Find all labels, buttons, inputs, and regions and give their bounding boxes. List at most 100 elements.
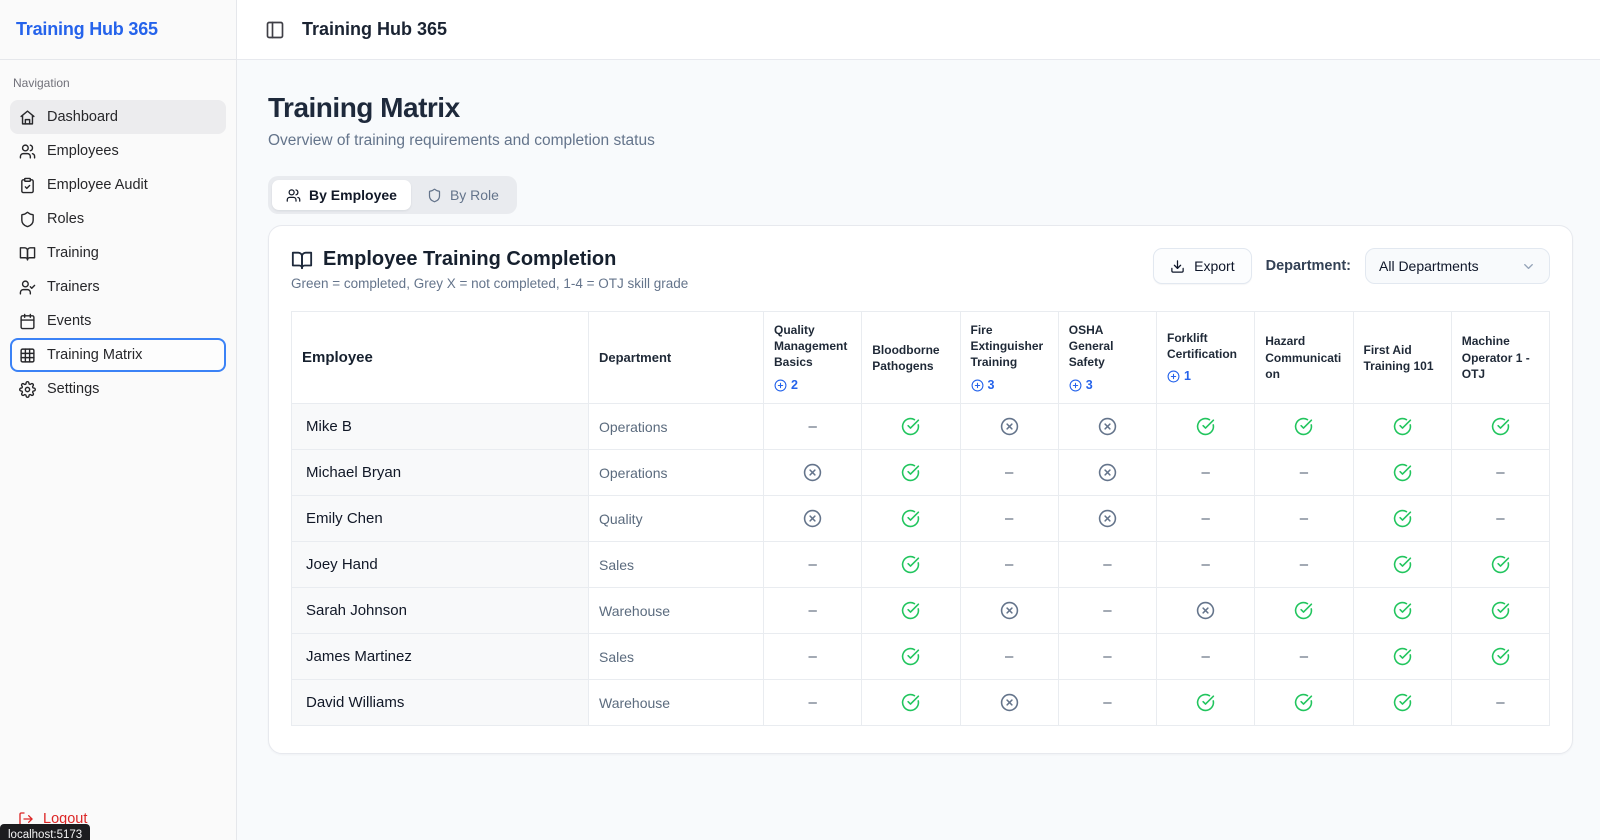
status-cell: – [762,587,863,635]
calendar-icon [19,313,36,330]
tab-by-role[interactable]: By Role [413,180,513,210]
status-cell: – [1254,633,1354,681]
status-cell [1155,679,1256,727]
sidebar-item-employees[interactable]: Employees [10,134,226,168]
status-cell [1352,541,1452,589]
column-header-employee: Employee [291,310,589,405]
table-row-sarah-johnson: Sarah Johnson Warehouse – – [291,587,1551,635]
status-completed-icon [1294,418,1313,436]
training-matrix-table: Employee Department Quality Management Bas… [291,310,1551,727]
export-button[interactable]: Export [1153,248,1252,284]
sidebar-item-training-matrix[interactable]: Training Matrix [10,338,226,372]
employee-name: James Martinez [291,633,589,681]
required-count-badge: 1 [1167,368,1244,385]
status-not-required: – [1103,555,1112,573]
status-not-required: – [1201,647,1210,665]
department-select[interactable]: All Departments [1365,248,1550,284]
column-label: Forklift Certification [1167,331,1238,362]
required-count-badge: 3 [1069,377,1146,394]
page-title: Training Matrix [268,92,460,123]
status-cell [1450,587,1551,635]
status-cell [959,679,1059,727]
department-filter-label: Department: [1265,258,1351,274]
status-not-required: – [808,647,817,665]
column-header-forklift-certification: Forklift Certification 1 [1155,310,1256,405]
sidebar-toggle-icon[interactable] [265,20,285,40]
url-status-tooltip: localhost:5173 [0,824,91,840]
tab-by-employee[interactable]: By Employee [272,180,411,210]
status-not-required: – [1496,509,1505,527]
clipboard-check-icon [19,177,36,194]
home-icon [19,109,36,126]
status-cell [1254,403,1354,451]
status-cell [861,495,961,543]
status-cell: – [959,449,1059,497]
status-not-required: – [1004,555,1014,573]
status-cell [1155,587,1256,635]
employee-department: Operations [588,403,764,451]
sidebar-item-label: Roles [47,211,85,227]
status-cell: – [959,495,1059,543]
column-header-fire-extinguisher-training: Fire Extinguisher Training 3 [959,310,1059,405]
column-label: Fire Extinguisher Training [970,323,1044,370]
employee-department: Quality [588,495,764,543]
status-cell: – [1254,449,1354,497]
status-cell [861,541,961,589]
status-cell: – [1057,541,1158,589]
status-cell: – [1254,541,1354,589]
status-cell [1057,495,1158,543]
users-icon [19,143,36,160]
tab-label: By Employee [309,187,397,203]
status-completed-icon [1393,602,1412,620]
status-cell: – [1057,679,1158,727]
status-cell: – [1450,495,1551,543]
status-cell [861,403,961,451]
column-header-department: Department [588,310,764,405]
chevron-down-icon [1521,259,1536,274]
status-not-required: – [1004,647,1014,665]
shield-icon [427,188,442,203]
card-heading-block: Employee Training Completion Green = com… [291,248,688,291]
employee-department: Warehouse [588,679,764,727]
status-not-required: – [1201,509,1210,527]
employee-name: Michael Bryan [291,449,589,497]
status-cell: – [1254,495,1354,543]
status-cell: – [1155,495,1256,543]
status-completed-icon [1393,694,1412,712]
status-completed-icon [901,694,920,712]
sidebar-item-training[interactable]: Training [10,236,226,270]
department-select-value: All Departments [1379,258,1479,274]
employee-department: Warehouse [588,587,764,635]
table-row-james-martinez: James Martinez Sales – – – – – [291,633,1551,681]
required-count: 3 [987,377,995,392]
status-not-required: – [808,693,817,711]
status-completed-icon [901,418,920,436]
page-content: Training Matrix Overview of training req… [237,60,1600,840]
sidebar-item-roles[interactable]: Roles [10,202,226,236]
sidebar-item-events[interactable]: Events [10,304,226,338]
sidebar-item-label: Employees [47,143,119,159]
tab-label: By Role [449,187,499,203]
sidebar-item-employee-audit[interactable]: Employee Audit [10,168,226,202]
status-not-completed-icon [1098,418,1117,436]
sidebar-item-settings[interactable]: Settings [10,372,226,406]
column-header-osha-general-safety: OSHA General Safety 3 [1057,310,1158,405]
status-cell: – [1155,449,1256,497]
circle-plus-icon [1167,370,1180,383]
table-row-mike-b: Mike B Operations – [291,403,1551,451]
status-completed-icon [1393,648,1412,666]
status-cell [1254,679,1354,727]
sidebar-item-dashboard[interactable]: Dashboard [10,100,226,134]
status-not-completed-icon [1098,510,1117,528]
status-not-completed-icon [1098,464,1117,482]
status-not-required: – [1496,463,1505,481]
status-completed-icon [901,556,920,574]
status-cell [1450,403,1551,451]
status-not-required: – [1004,463,1014,481]
status-not-required: – [1103,693,1112,711]
status-cell [959,403,1059,451]
sidebar-item-trainers[interactable]: Trainers [10,270,226,304]
book-open-icon [19,245,36,262]
status-cell [1352,449,1452,497]
status-not-completed-icon [803,510,822,528]
